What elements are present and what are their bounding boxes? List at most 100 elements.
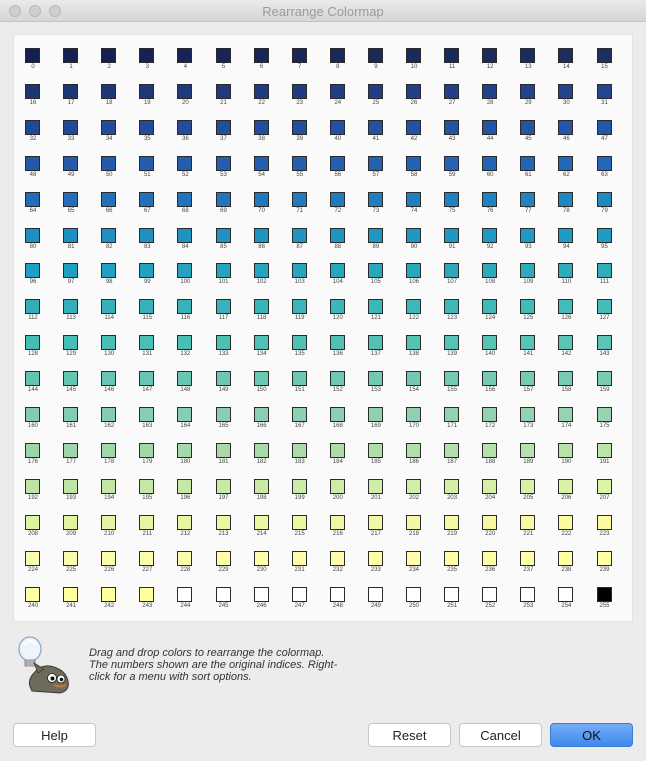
- color-swatch[interactable]: [596, 335, 612, 351]
- color-swatch[interactable]: [139, 514, 155, 530]
- color-swatch[interactable]: [63, 586, 79, 602]
- color-swatch[interactable]: [215, 227, 231, 243]
- color-swatch[interactable]: [101, 335, 117, 351]
- color-swatch[interactable]: [253, 514, 269, 530]
- color-swatch[interactable]: [482, 155, 498, 171]
- color-swatch[interactable]: [291, 550, 307, 566]
- colormap-entry[interactable]: 128: [14, 322, 50, 358]
- colormap-entry[interactable]: 87: [281, 215, 317, 251]
- color-swatch[interactable]: [367, 550, 383, 566]
- colormap-entry[interactable]: 91: [433, 215, 469, 251]
- color-swatch[interactable]: [367, 48, 383, 63]
- colormap-entry[interactable]: 156: [471, 358, 507, 394]
- color-swatch[interactable]: [101, 407, 117, 422]
- colormap-entry[interactable]: 185: [357, 430, 393, 466]
- color-swatch[interactable]: [177, 514, 193, 530]
- colormap-entry[interactable]: 17: [52, 71, 88, 107]
- colormap-entry[interactable]: 152: [319, 358, 355, 394]
- colormap-entry[interactable]: 114: [90, 286, 126, 322]
- color-swatch[interactable]: [596, 227, 612, 243]
- color-swatch[interactable]: [291, 586, 307, 602]
- colormap-entry[interactable]: 95: [586, 215, 622, 251]
- colormap-entry[interactable]: 177: [52, 430, 88, 466]
- colormap-entry[interactable]: 99: [128, 250, 164, 286]
- colormap-entry[interactable]: 81: [52, 215, 88, 251]
- colormap-entry[interactable]: 158: [547, 358, 583, 394]
- colormap-entry[interactable]: 136: [319, 322, 355, 358]
- color-swatch[interactable]: [101, 155, 117, 171]
- color-swatch[interactable]: [101, 514, 117, 530]
- color-swatch[interactable]: [139, 371, 155, 387]
- color-swatch[interactable]: [520, 514, 536, 530]
- color-swatch[interactable]: [444, 191, 460, 207]
- colormap-entry[interactable]: 174: [547, 394, 583, 430]
- colormap-entry[interactable]: 130: [90, 322, 126, 358]
- color-swatch[interactable]: [367, 299, 383, 315]
- color-swatch[interactable]: [177, 407, 193, 422]
- colormap-entry[interactable]: 202: [395, 466, 431, 502]
- color-swatch[interactable]: [329, 478, 345, 494]
- color-swatch[interactable]: [406, 155, 421, 171]
- colormap-entry[interactable]: 165: [205, 394, 241, 430]
- colormap-entry[interactable]: 13: [509, 35, 545, 71]
- color-swatch[interactable]: [558, 478, 574, 494]
- color-swatch[interactable]: [367, 155, 383, 171]
- colormap-entry[interactable]: 179: [128, 430, 164, 466]
- colormap-entry[interactable]: 221: [509, 502, 545, 538]
- color-swatch[interactable]: [215, 119, 231, 135]
- color-swatch[interactable]: [177, 119, 193, 135]
- color-swatch[interactable]: [520, 155, 536, 171]
- colormap-entry[interactable]: 145: [52, 358, 88, 394]
- colormap-entry[interactable]: 24: [319, 71, 355, 107]
- colormap-entry[interactable]: 98: [90, 250, 126, 286]
- colormap-entry[interactable]: 89: [357, 215, 393, 251]
- color-swatch[interactable]: [215, 514, 231, 530]
- color-swatch[interactable]: [101, 263, 117, 279]
- color-swatch[interactable]: [367, 83, 383, 99]
- colormap-entry[interactable]: 26: [395, 71, 431, 107]
- colormap-entry[interactable]: 252: [471, 574, 507, 610]
- colormap-entry[interactable]: 157: [509, 358, 545, 394]
- color-swatch[interactable]: [329, 586, 345, 602]
- colormap-entry[interactable]: 8: [319, 35, 355, 71]
- color-swatch[interactable]: [63, 478, 79, 494]
- color-swatch[interactable]: [444, 48, 460, 63]
- colormap-entry[interactable]: 133: [205, 322, 241, 358]
- colormap-entry[interactable]: 144: [14, 358, 50, 394]
- color-swatch[interactable]: [215, 335, 231, 351]
- colormap-entry[interactable]: 45: [509, 107, 545, 143]
- colormap-entry[interactable]: 19: [128, 71, 164, 107]
- close-window-icon[interactable]: [9, 5, 21, 17]
- colormap-entry[interactable]: 14: [547, 35, 583, 71]
- colormap-entry[interactable]: 190: [547, 430, 583, 466]
- colormap-entry[interactable]: 21: [205, 71, 241, 107]
- colormap-entry[interactable]: 68: [166, 179, 202, 215]
- colormap-entry[interactable]: 22: [243, 71, 279, 107]
- colormap-entry[interactable]: 240: [14, 574, 50, 610]
- colormap-entry[interactable]: 191: [586, 430, 622, 466]
- color-swatch[interactable]: [177, 550, 193, 566]
- color-swatch[interactable]: [63, 407, 79, 422]
- color-swatch[interactable]: [291, 371, 307, 387]
- color-swatch[interactable]: [444, 83, 460, 99]
- color-swatch[interactable]: [329, 514, 345, 530]
- color-swatch[interactable]: [329, 263, 345, 279]
- colormap-entry[interactable]: 38: [243, 107, 279, 143]
- colormap-entry[interactable]: 225: [52, 538, 88, 574]
- colormap-entry[interactable]: 32: [14, 107, 50, 143]
- colormap-entry[interactable]: 25: [357, 71, 393, 107]
- color-swatch[interactable]: [367, 586, 383, 602]
- colormap-entry[interactable]: 222: [547, 502, 583, 538]
- colormap-entry[interactable]: 195: [128, 466, 164, 502]
- color-swatch[interactable]: [596, 48, 612, 63]
- color-swatch[interactable]: [139, 442, 155, 458]
- colormap-entry[interactable]: 37: [205, 107, 241, 143]
- color-swatch[interactable]: [63, 335, 79, 351]
- color-swatch[interactable]: [291, 299, 307, 315]
- colormap-entry[interactable]: 121: [357, 286, 393, 322]
- colormap-entry[interactable]: 127: [586, 286, 622, 322]
- colormap-entry[interactable]: 120: [319, 286, 355, 322]
- colormap-entry[interactable]: 171: [433, 394, 469, 430]
- colormap-entry[interactable]: 138: [395, 322, 431, 358]
- color-swatch[interactable]: [25, 335, 40, 351]
